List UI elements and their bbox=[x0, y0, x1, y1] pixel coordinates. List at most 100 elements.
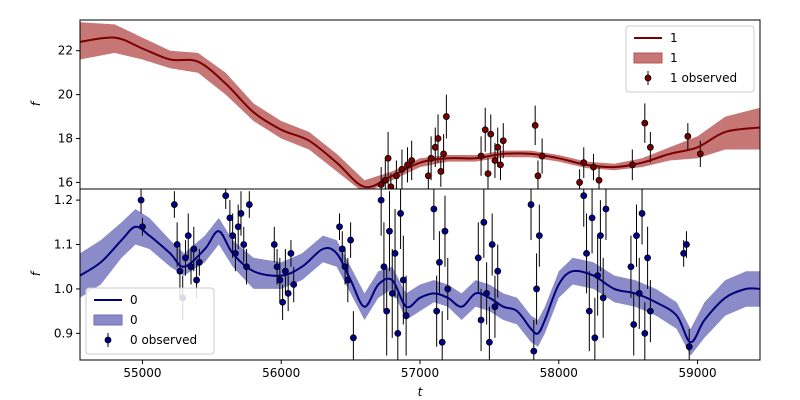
bottom-y-ticks: 0.9 1.0 1.1 1.2 bbox=[54, 193, 80, 340]
bottom-observed-point-2 bbox=[170, 201, 178, 208]
top-observed-point-6 bbox=[404, 161, 411, 169]
top-observed-point-24 bbox=[534, 172, 542, 180]
bottom-observed-point-44 bbox=[402, 312, 410, 319]
top-legend-label-0: 1 bbox=[670, 31, 678, 45]
bottom-y-tick-label-2: 1.1 bbox=[54, 238, 73, 252]
top-y-tick-label-1: 18 bbox=[58, 132, 73, 146]
bottom-observed-point-72 bbox=[627, 263, 635, 271]
top-observed-point-3 bbox=[387, 183, 395, 189]
bottom-observed-point-39 bbox=[388, 289, 396, 297]
top-legend-band-swatch bbox=[633, 52, 663, 64]
bottom-observed-point-78 bbox=[644, 254, 651, 262]
top-observed-point-23 bbox=[531, 121, 539, 129]
bottom-observed-point-24 bbox=[279, 298, 287, 306]
top-observed-point-31 bbox=[641, 119, 649, 127]
bottom-x-tick-label-3: 58000 bbox=[540, 366, 578, 380]
top-legend-label-1: 1 bbox=[670, 51, 678, 65]
bottom-observed-point-74 bbox=[633, 232, 640, 240]
bottom-observed-point-7 bbox=[184, 232, 192, 240]
bottom-x-tick-label-2: 57000 bbox=[401, 366, 439, 380]
bottom-observed-point-61 bbox=[533, 285, 540, 293]
top-observed-point-19 bbox=[491, 157, 499, 164]
top-observed-point-17 bbox=[484, 170, 492, 178]
bottom-legend-label-1: 0 bbox=[130, 313, 138, 327]
bottom-observed-point-38 bbox=[386, 227, 393, 235]
bottom-observed-point-19 bbox=[243, 263, 250, 271]
bottom-observed-point-35 bbox=[377, 196, 385, 204]
bottom-observed-point-26 bbox=[284, 289, 292, 297]
bottom-observed-point-52 bbox=[477, 316, 485, 324]
x-axis-label: t bbox=[418, 385, 424, 399]
top-observed-point-27 bbox=[580, 159, 588, 167]
bottom-observed-point-46 bbox=[433, 307, 441, 315]
bottom-x-tick-label-0: 55000 bbox=[123, 366, 161, 380]
top-observed-point-21 bbox=[497, 161, 504, 169]
bottom-observed-point-64 bbox=[583, 250, 590, 257]
bottom-observed-point-69 bbox=[597, 232, 604, 240]
bottom-observed-point-54 bbox=[483, 289, 491, 297]
top-observed-point-30 bbox=[628, 161, 636, 169]
bottom-observed-point-18 bbox=[240, 241, 248, 248]
bottom-observed-point-60 bbox=[530, 347, 538, 355]
bottom-observed-point-42 bbox=[397, 210, 404, 217]
top-observed-point-13 bbox=[440, 150, 447, 158]
top-legend: 1 1 1 observed bbox=[625, 25, 755, 93]
top-legend-box bbox=[625, 25, 755, 93]
top-observed-point-28 bbox=[590, 163, 597, 171]
bottom-observed-point-68 bbox=[594, 272, 602, 280]
bottom-observed-point-11 bbox=[195, 258, 203, 266]
bottom-x-tick-label-4: 59000 bbox=[678, 366, 716, 380]
bottom-observed-point-57 bbox=[491, 303, 499, 311]
bottom-observed-point-40 bbox=[391, 250, 399, 257]
top-observed-point-5 bbox=[398, 165, 406, 173]
bottom-observed-point-79 bbox=[646, 307, 654, 315]
top-observed-point-20 bbox=[494, 143, 502, 151]
bottom-legend-box bbox=[85, 287, 215, 355]
bottom-x-tick-label-1: 56000 bbox=[262, 366, 300, 380]
bottom-observed-point-27 bbox=[287, 250, 295, 257]
top-observed-point-15 bbox=[477, 152, 485, 160]
bottom-observed-point-75 bbox=[635, 289, 643, 297]
bottom-legend: 0 0 0 observed bbox=[85, 287, 215, 355]
bottom-observed-point-43 bbox=[399, 276, 407, 284]
top-legend-label-2: 1 observed bbox=[670, 71, 737, 85]
bottom-observed-point-53 bbox=[480, 218, 488, 226]
bottom-x-ticks: 55000 56000 57000 58000 59000 bbox=[123, 360, 717, 380]
bottom-observed-point-55 bbox=[485, 338, 493, 346]
bottom-y-tick-label-0: 0.9 bbox=[54, 326, 73, 340]
bottom-observed-point-6 bbox=[182, 254, 189, 262]
bottom-observed-point-76 bbox=[638, 210, 646, 217]
bottom-observed-point-23 bbox=[276, 276, 284, 284]
bottom-observed-point-63 bbox=[580, 192, 588, 200]
bottom-observed-point-58 bbox=[494, 267, 502, 275]
bottom-observed-point-17 bbox=[237, 210, 245, 217]
bottom-observed-point-8 bbox=[187, 263, 195, 271]
top-observed-point-0 bbox=[377, 181, 385, 189]
top-observed-point-32 bbox=[646, 143, 654, 151]
bottom-mean-line bbox=[80, 225, 760, 344]
top-plot-area bbox=[80, 22, 760, 189]
bottom-observed-point-66 bbox=[588, 214, 596, 222]
top-observed-point-12 bbox=[437, 168, 445, 175]
bottom-observed-point-71 bbox=[602, 205, 610, 213]
bottom-observed-point-34 bbox=[349, 334, 357, 342]
bottom-observed-point-36 bbox=[380, 263, 388, 271]
bottom-y-tick-label-3: 1.2 bbox=[54, 193, 73, 207]
bottom-observed-point-49 bbox=[441, 227, 449, 235]
bottom-observed-point-9 bbox=[190, 245, 198, 253]
bottom-observed-point-31 bbox=[341, 263, 349, 271]
bottom-observed-point-22 bbox=[273, 263, 281, 271]
top-observed-point-34 bbox=[696, 150, 704, 158]
top-observed-point-14 bbox=[442, 113, 450, 120]
bottom-observed-point-14 bbox=[229, 232, 237, 240]
bottom-observed-point-20 bbox=[245, 201, 253, 208]
bottom-observed-point-77 bbox=[641, 329, 649, 337]
bottom-plot-area bbox=[80, 189, 760, 360]
top-observed-point-29 bbox=[595, 176, 603, 184]
bottom-observed-point-37 bbox=[383, 307, 391, 315]
top-observed-point-4 bbox=[393, 172, 400, 180]
bottom-observed-point-33 bbox=[347, 236, 355, 244]
bottom-observed-point-0 bbox=[137, 196, 145, 204]
top-y-tick-label-3: 22 bbox=[58, 44, 73, 58]
top-y-tick-label-2: 20 bbox=[58, 88, 73, 102]
